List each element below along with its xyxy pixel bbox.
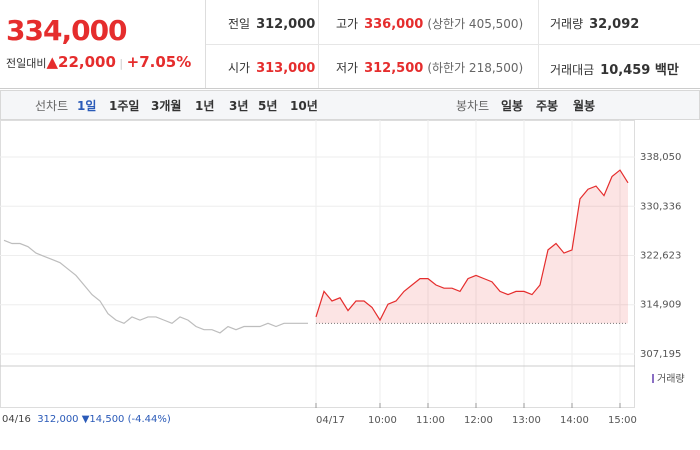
stat: 고가 336,000 (상한가 405,500)	[336, 15, 523, 32]
footer-change: 14,500	[89, 414, 125, 425]
stat-label: 시가	[228, 61, 251, 75]
tab[interactable]: 주봉	[536, 99, 559, 113]
stat-label: 전일	[228, 17, 251, 31]
price: 334,000	[6, 14, 128, 47]
plot-frame	[0, 120, 635, 408]
change: ▲22,000	[46, 53, 116, 71]
tab[interactable]: 3년	[229, 99, 249, 113]
tab[interactable]: 1년	[195, 99, 215, 113]
volume-legend-swatch	[652, 374, 654, 383]
y-tick-label: 338,050	[640, 152, 681, 163]
stat: 거래량 32,092	[550, 15, 639, 32]
y-tick-label: 307,195	[640, 349, 681, 360]
stat-label: 저가	[336, 61, 359, 75]
stat: 시가 313,000	[228, 59, 315, 76]
change-pct: +7.05%	[126, 53, 192, 71]
tab[interactable]: 10년	[290, 99, 318, 113]
stat-value: 10,459 백만	[600, 63, 679, 78]
stat: 저가 312,500 (하한가 218,500)	[336, 59, 523, 76]
y-tick-label: 330,336	[640, 201, 681, 212]
x-tick-label: 10:00	[368, 415, 397, 426]
stat-label: 고가	[336, 17, 359, 31]
stat-value: 32,092	[589, 17, 640, 32]
stat-note: (상한가 405,500)	[427, 17, 524, 31]
x-tick-label: 11:00	[416, 415, 445, 426]
footer-pct: (-4.44%)	[127, 414, 171, 425]
chart: 307,195 314,909 322,623 330,336 338,050 04/17…	[0, 120, 685, 426]
x-tick-label: 15:00	[608, 415, 637, 426]
change-row: 전일대비▲22,000 | +7.05%	[6, 53, 192, 71]
x-tick-label: 13:00	[512, 415, 541, 426]
footer: 04/16 312,000 ▼14,500 (-4.44%)	[2, 414, 171, 425]
stat-label: 거래량	[550, 17, 584, 31]
tab[interactable]: 1일	[77, 99, 97, 113]
x-tick-label: 14:00	[560, 415, 589, 426]
x-tick-label: 12:00	[464, 415, 493, 426]
footer-date: 04/16	[2, 414, 31, 425]
stat: 전일 312,000	[228, 15, 315, 32]
tab[interactable]: 일봉	[501, 99, 524, 113]
stat-note: (하한가 218,500)	[427, 61, 524, 75]
tab[interactable]: 5년	[258, 99, 278, 113]
volume-legend: 거래량	[657, 373, 685, 385]
tab-bar: 선차트 봉차트 1일 1주일 3개월 1년 3년 5년 10년 일봉 주봉 월봉	[0, 90, 700, 120]
line	[3, 239, 308, 334]
stat-value: 312,000	[256, 17, 316, 32]
stat-value: 336,000	[364, 17, 424, 32]
tab[interactable]: 1주일	[109, 99, 140, 113]
stat: 거래대금 10,459 백만	[550, 59, 679, 78]
y-tick-label: 322,623	[640, 250, 681, 261]
header: 334,000 전일대비▲22,000 | +7.05% 전일 312,000 고…	[0, 0, 700, 89]
stat-value: 313,000	[256, 61, 316, 76]
footer-close: 312,000	[37, 414, 79, 425]
tab-group-label: 봉차트	[456, 99, 490, 113]
change-label: 전일대비	[6, 57, 47, 70]
y-tick-label: 314,909	[640, 300, 681, 311]
x-tick-label: 04/17	[316, 415, 345, 426]
price-panel: 334,000 전일대비▲22,000 | +7.05%	[0, 0, 206, 88]
area	[316, 170, 628, 324]
stat-label: 거래대금	[550, 63, 595, 77]
change-value: 22,000	[58, 53, 116, 71]
tab[interactable]: 월봉	[573, 99, 596, 113]
stat-value: 312,500	[364, 61, 424, 76]
line	[315, 169, 629, 322]
tab-group-label: 선차트	[35, 99, 69, 113]
tab[interactable]: 3개월	[151, 99, 182, 113]
